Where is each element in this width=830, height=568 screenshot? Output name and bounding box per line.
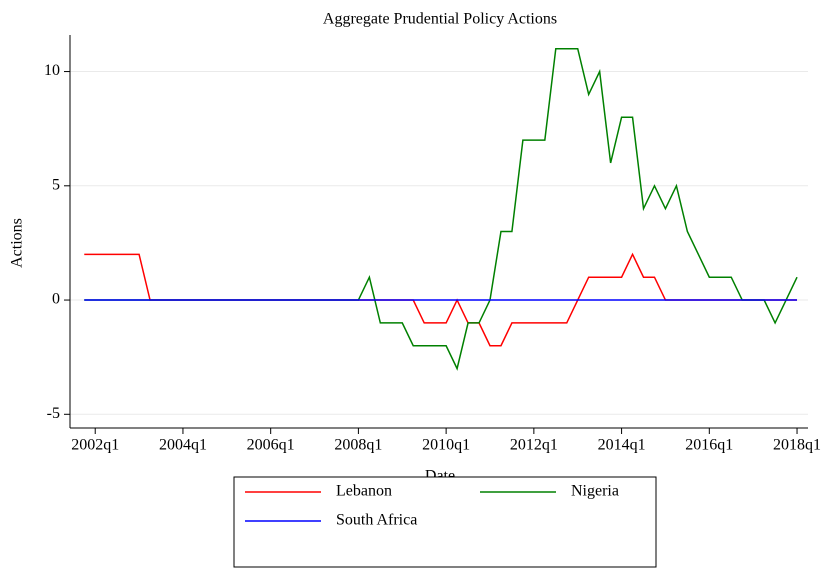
legend-label: South Africa xyxy=(336,512,417,529)
y-tick-label: -5 xyxy=(47,405,60,422)
y-tick-label: 5 xyxy=(52,176,60,193)
y-tick-label: 0 xyxy=(52,291,60,308)
x-tick-label: 2002q1 xyxy=(71,437,119,454)
chart-title: Aggregate Prudential Policy Actions xyxy=(323,11,557,28)
x-tick-label: 2006q1 xyxy=(247,437,295,454)
x-tick-label: 2016q1 xyxy=(685,437,733,454)
y-axis-label: Actions xyxy=(9,218,26,268)
x-tick-label: 2004q1 xyxy=(159,437,207,454)
x-tick-label: 2010q1 xyxy=(422,437,470,454)
x-tick-label: 2018q1 xyxy=(773,437,821,454)
x-tick-label: 2014q1 xyxy=(598,437,646,454)
x-tick-label: 2012q1 xyxy=(510,437,558,454)
x-tick-label: 2008q1 xyxy=(334,437,382,454)
legend-label: Lebanon xyxy=(336,483,392,500)
y-tick-label: 10 xyxy=(44,62,60,79)
legend-label: Nigeria xyxy=(571,483,619,500)
